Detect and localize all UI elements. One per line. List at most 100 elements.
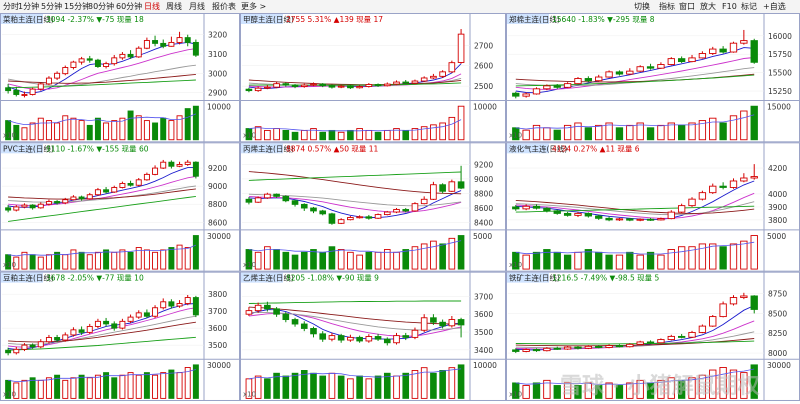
volume-bar bbox=[750, 235, 758, 270]
volume-bar bbox=[62, 379, 69, 399]
candle-body bbox=[393, 335, 400, 344]
volume-scale-x10: x10 bbox=[243, 132, 256, 140]
period-tab-9[interactable]: 报价表 bbox=[212, 2, 236, 11]
period-tab-10[interactable]: 更多 > bbox=[241, 2, 267, 11]
candle-body bbox=[45, 77, 52, 85]
candle-body bbox=[86, 325, 93, 333]
volume-bar bbox=[291, 372, 299, 399]
volume-bar bbox=[29, 254, 36, 270]
candle-body bbox=[657, 218, 665, 221]
toolbar-action-6[interactable]: +自选 bbox=[763, 2, 786, 11]
toolbar-action-3[interactable]: 放大 bbox=[700, 2, 716, 11]
candle-body bbox=[729, 180, 738, 188]
volume-bar bbox=[646, 251, 655, 270]
candle-body bbox=[328, 85, 336, 88]
candle-body bbox=[37, 341, 44, 348]
candle-body bbox=[21, 344, 28, 350]
ma-line-3 bbox=[248, 79, 462, 86]
candle-body bbox=[646, 218, 655, 221]
candle-body bbox=[143, 40, 150, 49]
period-tab-2[interactable]: 5分钟 bbox=[41, 2, 63, 11]
period-tab-1[interactable]: 1分钟 bbox=[18, 2, 40, 11]
volume-bar bbox=[54, 122, 61, 141]
volume-bar bbox=[119, 117, 126, 141]
candle-body bbox=[698, 53, 707, 59]
period-tab-3[interactable]: 15分钟 bbox=[64, 2, 91, 11]
period-tab-6[interactable]: 日线 bbox=[144, 2, 160, 11]
candle-body bbox=[512, 206, 520, 210]
candle-body bbox=[300, 84, 308, 87]
volume-bar bbox=[45, 120, 52, 141]
chart-panel-5: 液化气主连(日线)4134 0.27% ▲11 现量 6 4200 4000 3900… bbox=[506, 142, 800, 272]
toolbar-action-5[interactable]: 标记 bbox=[741, 2, 757, 11]
volume-bar bbox=[605, 382, 613, 399]
candle-body bbox=[688, 331, 696, 338]
candle-body bbox=[383, 83, 391, 87]
volume-bar bbox=[54, 374, 61, 399]
candle-body bbox=[300, 203, 308, 209]
volume-bar bbox=[605, 254, 613, 270]
candle-body bbox=[688, 198, 696, 207]
candle-body bbox=[553, 85, 561, 88]
toolbar-action-0[interactable]: 切换 bbox=[634, 2, 650, 11]
candle-body bbox=[393, 209, 400, 213]
volume-bar bbox=[300, 251, 308, 270]
candle-body bbox=[420, 317, 428, 331]
candle-body bbox=[152, 307, 159, 317]
period-tab-8[interactable]: 月线 bbox=[189, 2, 205, 11]
volume-bar bbox=[430, 372, 437, 399]
candle-body bbox=[543, 207, 551, 212]
volume-bar bbox=[143, 372, 150, 399]
volume-scale-x10: x10 bbox=[243, 390, 256, 398]
candle-body bbox=[430, 184, 437, 200]
candle-body bbox=[70, 61, 77, 68]
candle-body bbox=[430, 75, 437, 79]
volume-ma-line bbox=[515, 114, 755, 130]
period-tab-7[interactable]: 周线 bbox=[166, 2, 182, 11]
volume-bar bbox=[457, 235, 465, 270]
candle-body bbox=[70, 196, 77, 201]
candle-body bbox=[273, 83, 280, 88]
volume-bar bbox=[374, 131, 382, 141]
ma-line-2 bbox=[248, 193, 462, 207]
volume-bar bbox=[254, 375, 262, 399]
candle-body bbox=[667, 211, 675, 220]
toolbar-action-4[interactable]: F10 bbox=[722, 2, 737, 11]
candle-body bbox=[54, 201, 61, 204]
candle-body bbox=[532, 88, 541, 95]
y-tick-label: 2600 bbox=[474, 62, 493, 71]
toolbar-action-1[interactable]: 指标 bbox=[659, 2, 675, 11]
instrument-quote: 4134 0.27% ▲11 现量 6 bbox=[552, 144, 640, 153]
volume-bar bbox=[103, 249, 110, 270]
candle-body bbox=[160, 301, 167, 309]
volume-scale-x10: x10 bbox=[509, 261, 522, 269]
volume-bar bbox=[563, 254, 572, 270]
candle-body bbox=[584, 212, 593, 217]
candle-body bbox=[54, 72, 61, 79]
period-tab-4[interactable]: 30分钟 bbox=[88, 2, 115, 11]
period-tab-0[interactable]: 分时 bbox=[3, 2, 19, 11]
ma-line-3 bbox=[248, 171, 462, 195]
period-tab-5[interactable]: 60分钟 bbox=[116, 2, 143, 11]
candle-body bbox=[595, 345, 603, 348]
candle-body bbox=[245, 198, 253, 203]
volume-bar bbox=[574, 251, 582, 270]
candle-body bbox=[254, 304, 262, 312]
volume-bar bbox=[192, 235, 199, 270]
instrument-label-bg bbox=[1, 14, 43, 24]
volume-bar bbox=[152, 122, 159, 141]
toolbar-action-2[interactable]: 窗口 bbox=[679, 2, 695, 11]
volume-bar bbox=[127, 251, 134, 270]
volume-bar bbox=[160, 372, 167, 399]
y-tick-label: 3600 bbox=[208, 324, 227, 333]
volume-bar bbox=[29, 122, 36, 141]
candle-body bbox=[78, 196, 85, 200]
volume-ma-line bbox=[515, 241, 755, 255]
volume-axis-label: 30000 bbox=[767, 361, 791, 370]
volume-bar bbox=[21, 127, 28, 141]
volume-bar bbox=[522, 129, 530, 141]
volume-bar bbox=[337, 249, 345, 270]
candle-body bbox=[119, 182, 126, 188]
volume-ma-line bbox=[515, 368, 755, 385]
volume-bar bbox=[264, 246, 271, 270]
